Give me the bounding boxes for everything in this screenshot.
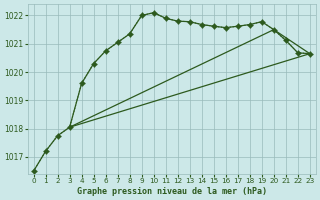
X-axis label: Graphe pression niveau de la mer (hPa): Graphe pression niveau de la mer (hPa) (77, 187, 267, 196)
